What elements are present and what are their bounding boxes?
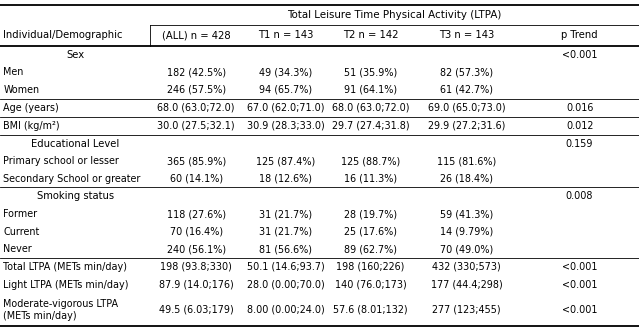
Text: 30.0 (27.5;32.1): 30.0 (27.5;32.1) xyxy=(157,120,235,131)
Text: Current: Current xyxy=(3,227,40,237)
Text: 30.9 (28.3;33.0): 30.9 (28.3;33.0) xyxy=(247,120,325,131)
Text: 91 (64.1%): 91 (64.1%) xyxy=(344,85,397,95)
Text: 59 (41.3%): 59 (41.3%) xyxy=(440,209,493,219)
Text: <0.001: <0.001 xyxy=(562,305,597,315)
Text: 432 (330;573): 432 (330;573) xyxy=(432,262,501,272)
Text: 28 (19.7%): 28 (19.7%) xyxy=(344,209,397,219)
Text: 87.9 (14.0;176): 87.9 (14.0;176) xyxy=(159,280,233,290)
Text: 365 (85.9%): 365 (85.9%) xyxy=(167,156,226,166)
Text: Former: Former xyxy=(3,209,37,219)
Text: 125 (88.7%): 125 (88.7%) xyxy=(341,156,400,166)
Text: 16 (11.3%): 16 (11.3%) xyxy=(344,174,397,184)
Text: 198 (93.8;330): 198 (93.8;330) xyxy=(160,262,232,272)
Text: 277 (123;455): 277 (123;455) xyxy=(432,305,501,315)
Text: 0.008: 0.008 xyxy=(566,191,594,201)
Text: 28.0 (0.00;70.0): 28.0 (0.00;70.0) xyxy=(247,280,325,290)
Text: 26 (18.4%): 26 (18.4%) xyxy=(440,174,493,184)
Text: 240 (56.1%): 240 (56.1%) xyxy=(167,244,226,254)
Text: T1 n = 143: T1 n = 143 xyxy=(258,30,313,40)
Text: 81 (56.6%): 81 (56.6%) xyxy=(259,244,312,254)
Text: 70 (16.4%): 70 (16.4%) xyxy=(169,227,223,237)
Text: 31 (21.7%): 31 (21.7%) xyxy=(259,209,312,219)
Text: Secondary School or greater: Secondary School or greater xyxy=(3,174,141,184)
Text: 246 (57.5%): 246 (57.5%) xyxy=(167,85,226,95)
Text: 68.0 (63.0;72.0): 68.0 (63.0;72.0) xyxy=(332,103,410,113)
Text: p Trend: p Trend xyxy=(561,30,598,40)
Text: 69.0 (65.0;73.0): 69.0 (65.0;73.0) xyxy=(427,103,505,113)
Text: 29.9 (27.2;31.6): 29.9 (27.2;31.6) xyxy=(427,120,505,131)
Text: Total Leisure Time Physical Activity (LTPA): Total Leisure Time Physical Activity (LT… xyxy=(288,10,502,20)
Text: Moderate-vigorous LTPA
(METs min/day): Moderate-vigorous LTPA (METs min/day) xyxy=(3,299,118,320)
Text: 94 (65.7%): 94 (65.7%) xyxy=(259,85,312,95)
Text: Men: Men xyxy=(3,67,24,77)
Text: 140 (76.0;173): 140 (76.0;173) xyxy=(335,280,406,290)
Text: <0.001: <0.001 xyxy=(562,50,597,60)
Text: Individual/Demographic: Individual/Demographic xyxy=(3,30,123,40)
Text: 29.7 (27.4;31.8): 29.7 (27.4;31.8) xyxy=(332,120,410,131)
Text: 70 (49.0%): 70 (49.0%) xyxy=(440,244,493,254)
Text: 118 (27.6%): 118 (27.6%) xyxy=(167,209,226,219)
Text: 14 (9.79%): 14 (9.79%) xyxy=(440,227,493,237)
Text: 115 (81.6%): 115 (81.6%) xyxy=(437,156,496,166)
Text: BMI (kg/m²): BMI (kg/m²) xyxy=(3,120,60,131)
Text: <0.001: <0.001 xyxy=(562,280,597,290)
Text: Educational Level: Educational Level xyxy=(31,139,119,149)
Text: 0.012: 0.012 xyxy=(566,120,593,131)
Text: 49 (34.3%): 49 (34.3%) xyxy=(259,67,312,77)
Text: 67.0 (62.0;71.0): 67.0 (62.0;71.0) xyxy=(247,103,325,113)
Text: Sex: Sex xyxy=(66,50,84,60)
Text: Primary school or lesser: Primary school or lesser xyxy=(3,156,119,166)
Text: Never: Never xyxy=(3,244,32,254)
Text: 57.6 (8.01;132): 57.6 (8.01;132) xyxy=(334,305,408,315)
Text: 50.1 (14.6;93.7): 50.1 (14.6;93.7) xyxy=(247,262,325,272)
Text: Total LTPA (METs min/day): Total LTPA (METs min/day) xyxy=(3,262,127,272)
Text: 198 (160;226): 198 (160;226) xyxy=(336,262,405,272)
Text: 82 (57.3%): 82 (57.3%) xyxy=(440,67,493,77)
Text: 125 (87.4%): 125 (87.4%) xyxy=(256,156,315,166)
Text: 31 (21.7%): 31 (21.7%) xyxy=(259,227,312,237)
Text: 182 (42.5%): 182 (42.5%) xyxy=(167,67,226,77)
Text: 51 (35.9%): 51 (35.9%) xyxy=(344,67,397,77)
Text: T3 n = 143: T3 n = 143 xyxy=(439,30,494,40)
Text: 68.0 (63.0;72.0): 68.0 (63.0;72.0) xyxy=(157,103,235,113)
Text: 25 (17.6%): 25 (17.6%) xyxy=(344,227,397,237)
Text: (ALL) n = 428: (ALL) n = 428 xyxy=(162,30,231,40)
Text: 18 (12.6%): 18 (12.6%) xyxy=(259,174,312,184)
Text: 177 (44.4;298): 177 (44.4;298) xyxy=(431,280,502,290)
Text: T2 n = 142: T2 n = 142 xyxy=(343,30,398,40)
Text: Age (years): Age (years) xyxy=(3,103,59,113)
Text: 0.016: 0.016 xyxy=(566,103,593,113)
Text: 89 (62.7%): 89 (62.7%) xyxy=(344,244,397,254)
Text: <0.001: <0.001 xyxy=(562,262,597,272)
Text: 0.159: 0.159 xyxy=(566,139,594,149)
Text: 49.5 (6.03;179): 49.5 (6.03;179) xyxy=(159,305,233,315)
Text: Smoking status: Smoking status xyxy=(36,191,114,201)
Text: 8.00 (0.00;24.0): 8.00 (0.00;24.0) xyxy=(247,305,325,315)
Text: 60 (14.1%): 60 (14.1%) xyxy=(169,174,223,184)
Text: Light LTPA (METs min/day): Light LTPA (METs min/day) xyxy=(3,280,128,290)
Text: Women: Women xyxy=(3,85,40,95)
Text: 61 (42.7%): 61 (42.7%) xyxy=(440,85,493,95)
